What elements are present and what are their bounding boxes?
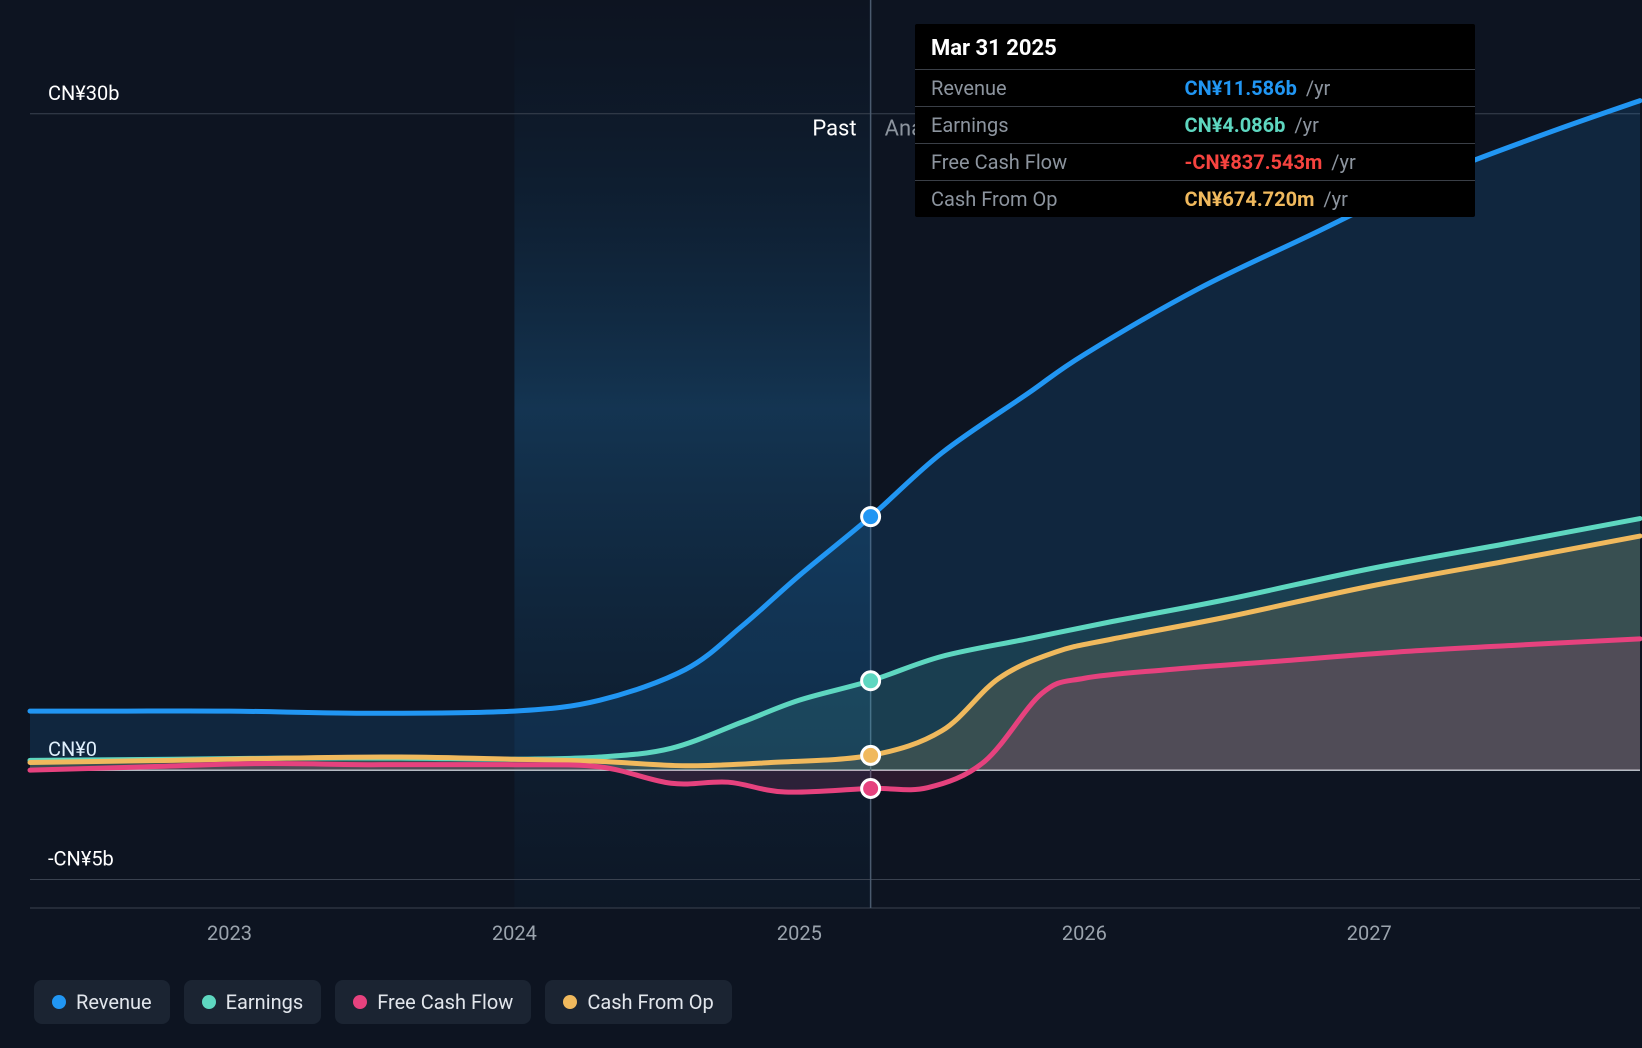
legend-label: Free Cash Flow [377, 990, 513, 1014]
tooltip-row-value: CN¥4.086b /yr [1169, 107, 1475, 144]
chart-tooltip: Mar 31 2025 RevenueCN¥11.586b /yrEarning… [915, 24, 1475, 217]
tooltip-title: Mar 31 2025 [915, 24, 1475, 69]
legend-label: Earnings [226, 990, 304, 1014]
tooltip-table: RevenueCN¥11.586b /yrEarningsCN¥4.086b /… [915, 69, 1475, 217]
y-axis-label: CN¥30b [48, 81, 120, 105]
legend-dot-icon [52, 995, 66, 1009]
tooltip-row-label: Free Cash Flow [915, 144, 1169, 181]
legend-dot-icon [563, 995, 577, 1009]
chart-legend: Revenue Earnings Free Cash Flow Cash From O… [34, 980, 732, 1024]
tooltip-row: EarningsCN¥4.086b /yr [915, 107, 1475, 144]
y-axis-label: -CN¥5b [48, 847, 114, 871]
x-axis-label: 2025 [777, 921, 822, 945]
legend-item-revenue[interactable]: Revenue [34, 980, 170, 1024]
x-axis-label: 2027 [1347, 921, 1392, 945]
series-marker-free_cash_flow [862, 779, 880, 797]
tooltip-row-value: CN¥674.720m /yr [1169, 181, 1475, 218]
series-marker-revenue [862, 508, 880, 526]
tooltip-row-label: Revenue [915, 70, 1169, 107]
series-marker-cash_from_op [862, 746, 880, 764]
x-axis-label: 2023 [207, 921, 252, 945]
region-label-past: Past [812, 117, 856, 142]
x-axis-label: 2024 [492, 921, 537, 945]
series-marker-earnings [862, 672, 880, 690]
legend-dot-icon [202, 995, 216, 1009]
legend-item-free_cash_flow[interactable]: Free Cash Flow [335, 980, 531, 1024]
x-axis-label: 2026 [1062, 921, 1107, 945]
tooltip-row: Cash From OpCN¥674.720m /yr [915, 181, 1475, 218]
legend-dot-icon [353, 995, 367, 1009]
tooltip-row-value: CN¥11.586b /yr [1169, 70, 1475, 107]
legend-item-cash_from_op[interactable]: Cash From Op [545, 980, 731, 1024]
legend-label: Revenue [76, 990, 152, 1014]
tooltip-row-label: Cash From Op [915, 181, 1169, 218]
legend-item-earnings[interactable]: Earnings [184, 980, 322, 1024]
tooltip-row: RevenueCN¥11.586b /yr [915, 70, 1475, 107]
legend-label: Cash From Op [587, 990, 713, 1014]
financials-chart: CN¥30bCN¥0-CN¥5b20232024202520262027Past… [0, 0, 1642, 1048]
tooltip-row-label: Earnings [915, 107, 1169, 144]
tooltip-row: Free Cash Flow-CN¥837.543m /yr [915, 144, 1475, 181]
tooltip-row-value: -CN¥837.543m /yr [1169, 144, 1475, 181]
